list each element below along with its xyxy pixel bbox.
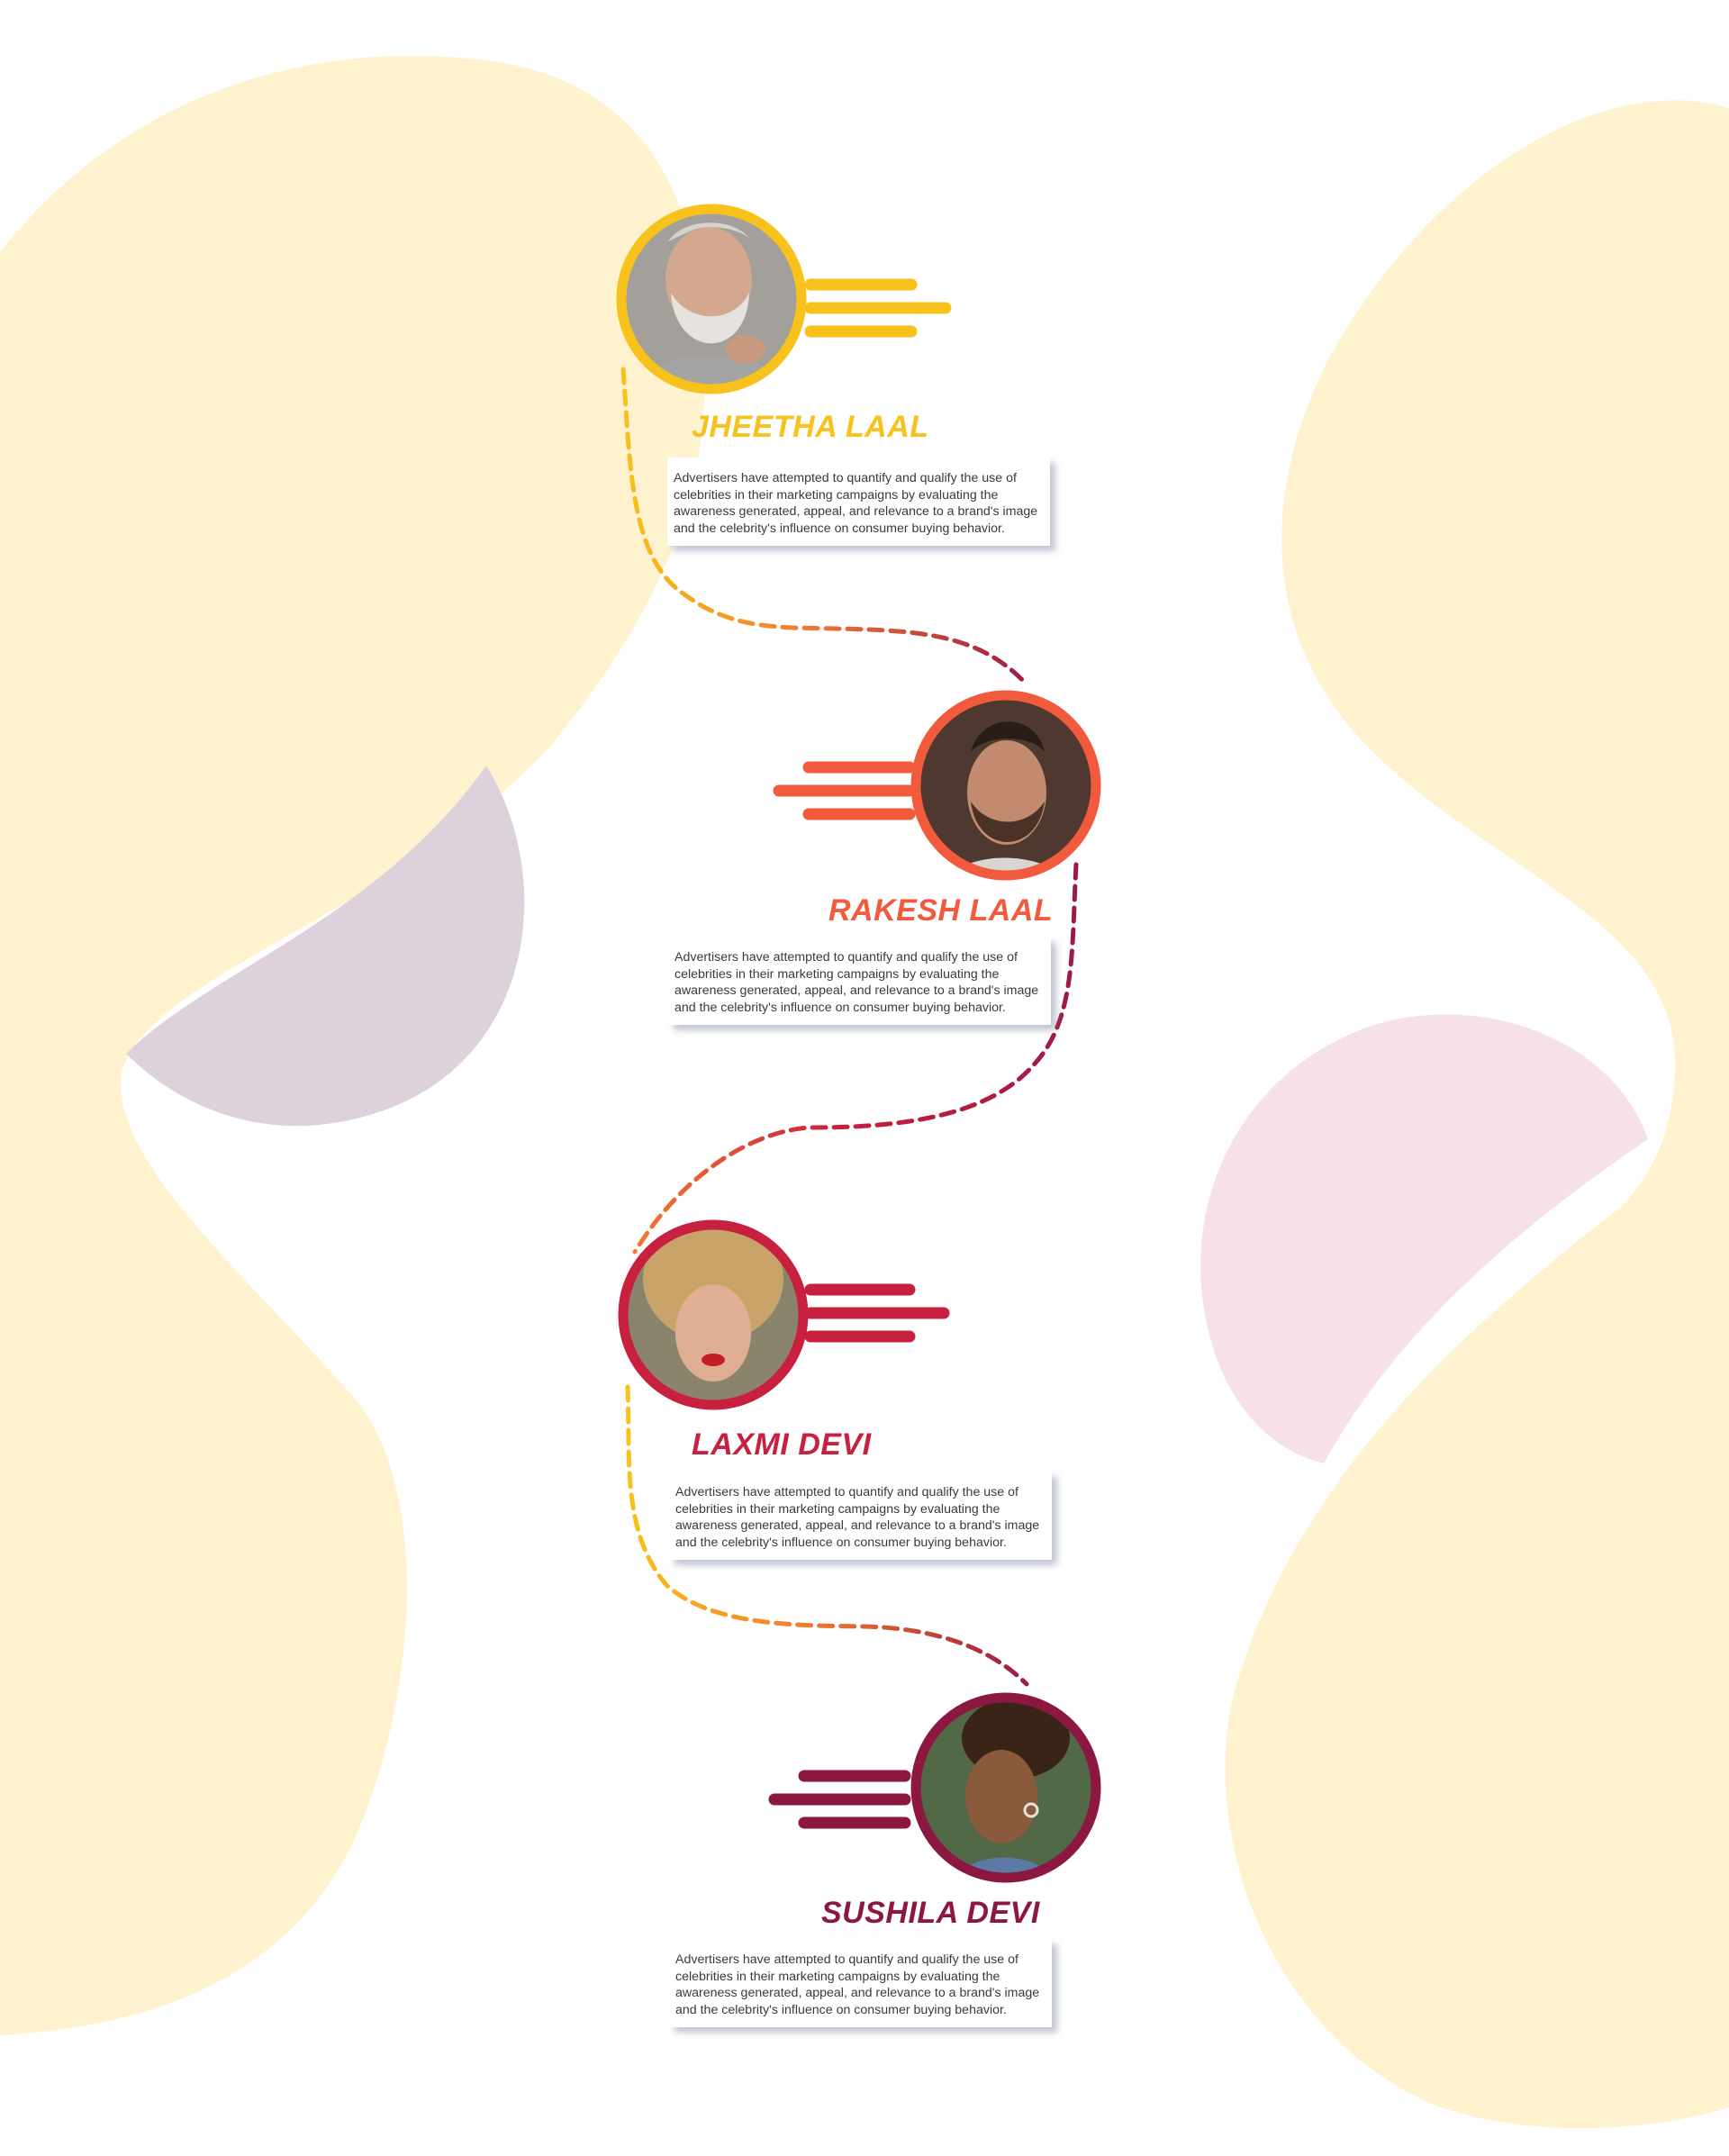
speed-lines-icon (768, 1770, 911, 1829)
person-name-laxmi-devi: LAXMI DEVI (692, 1427, 872, 1462)
avatar-sushila-devi (768, 1692, 1101, 1883)
connector-3 (625, 1384, 1029, 1687)
person-name-sushila-devi: SUSHILA DEVI (821, 1896, 1040, 1930)
description-text: Advertisers have attempted to quantify a… (675, 1485, 1040, 1550)
description-card-laxmi-devi: Advertisers have attempted to quantify a… (669, 1472, 1052, 1561)
description-text: Advertisers have attempted to quantify a… (675, 1952, 1040, 2017)
description-card-sushila-devi: Advertisers have attempted to quantify a… (669, 1939, 1052, 2028)
description-card-rakesh-laal: Advertisers have attempted to quantify a… (668, 937, 1051, 1026)
avatar-rakesh-laal (773, 690, 1101, 881)
description-card-jheetha-laal: Advertisers have attempted to quantify a… (667, 457, 1050, 547)
speed-lines-icon (804, 1283, 950, 1343)
smiling-woman-photo (916, 1698, 1096, 1878)
description-text: Advertisers have attempted to quantify a… (674, 950, 1039, 1015)
description-text: Advertisers have attempted to quantify a… (674, 471, 1038, 536)
speed-lines-icon (773, 761, 916, 820)
avatar-laxmi-devi (618, 1219, 950, 1410)
lilac-blob (126, 765, 525, 1127)
dashed-connectors (620, 367, 1079, 1687)
connector-2 (632, 862, 1079, 1255)
avatar-jheetha-laal (616, 204, 952, 394)
left-yellow-blob (0, 55, 706, 2035)
connector-1 (620, 367, 1029, 687)
young-bearded-man-photo (916, 695, 1096, 875)
person-name-rakesh-laal: RAKESH LAAL (828, 893, 1054, 928)
speed-lines-icon (804, 278, 952, 338)
right-yellow-blob (1225, 100, 1729, 2129)
pink-blob (1200, 1014, 1648, 1463)
person-name-jheetha-laal: JHEETHA LAAL (692, 410, 929, 444)
curly-haired-woman-photo (623, 1225, 803, 1405)
